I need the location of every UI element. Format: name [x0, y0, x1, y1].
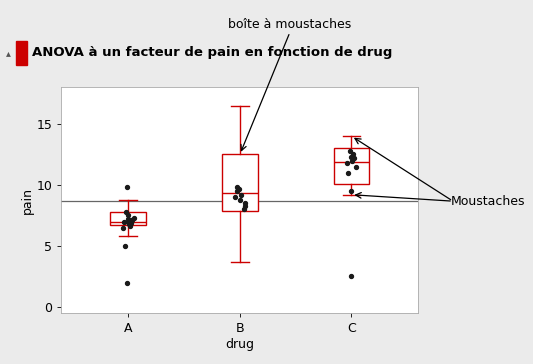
Point [237, 192, 245, 198]
Point [347, 154, 356, 160]
PathPatch shape [334, 149, 369, 184]
Point [352, 164, 360, 170]
Point [119, 225, 128, 230]
Point [240, 203, 249, 209]
Point [127, 217, 136, 223]
Point [232, 188, 241, 194]
Point [240, 206, 249, 212]
Point [348, 158, 356, 163]
Point [123, 216, 132, 222]
Point [346, 148, 354, 154]
Point [130, 215, 138, 221]
Point [344, 170, 352, 176]
Point [126, 220, 135, 226]
X-axis label: drug: drug [225, 338, 254, 351]
PathPatch shape [222, 154, 258, 210]
Point [236, 197, 245, 202]
Bar [17, 41, 27, 65]
Y-axis label: pain: pain [21, 187, 34, 214]
Point [126, 223, 134, 229]
Point [347, 273, 356, 279]
Point [232, 185, 241, 190]
Point [240, 200, 249, 206]
Point [123, 280, 132, 285]
Point [119, 219, 128, 225]
Point [343, 160, 352, 166]
Point [349, 151, 358, 157]
Point [123, 185, 131, 190]
PathPatch shape [110, 213, 146, 225]
Point [124, 219, 133, 225]
Point [124, 221, 133, 227]
Text: Moustaches: Moustaches [450, 195, 525, 208]
Point [124, 213, 133, 218]
Point [235, 186, 244, 191]
Point [122, 209, 130, 215]
Text: boîte à moustaches: boîte à moustaches [228, 18, 352, 31]
Point [230, 194, 239, 200]
Point [350, 155, 359, 161]
Point [127, 217, 135, 223]
Point [347, 188, 356, 194]
Text: ▴: ▴ [6, 48, 11, 58]
Text: ANOVA à un facteur de pain en fonction de drug: ANOVA à un facteur de pain en fonction d… [32, 46, 392, 59]
Point [121, 243, 130, 249]
